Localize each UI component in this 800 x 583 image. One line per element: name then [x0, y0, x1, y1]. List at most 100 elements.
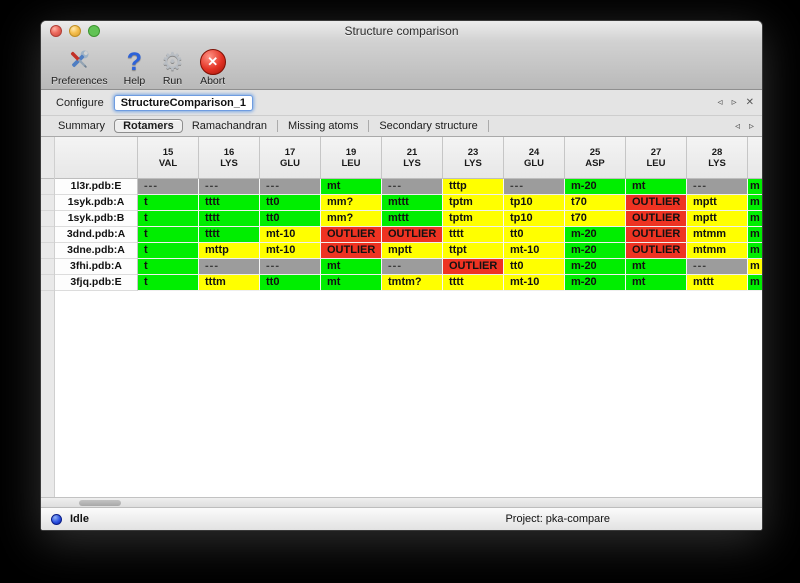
configure-prev-icon[interactable]: ◃: [717, 97, 723, 108]
rotamer-cell[interactable]: tp10: [504, 195, 565, 211]
close-window-button[interactable]: [50, 25, 62, 37]
rotamer-cell[interactable]: mt-10: [504, 275, 565, 291]
rotamer-cell[interactable]: ---: [138, 179, 199, 195]
help-button[interactable]: ? Help: [124, 48, 146, 87]
row-label[interactable]: 3fhi.pdb:A: [55, 259, 138, 275]
rotamer-cell[interactable]: tt0: [504, 227, 565, 243]
tab-rotamers[interactable]: Rotamers: [114, 119, 183, 133]
rotamer-cell-partial[interactable]: m: [748, 259, 762, 275]
tab-ramachandran[interactable]: Ramachandran: [191, 120, 268, 132]
rotamer-cell[interactable]: tttt: [199, 211, 260, 227]
rotamer-cell[interactable]: mt: [321, 179, 382, 195]
rotamer-cell[interactable]: t: [138, 243, 199, 259]
rotamer-cell[interactable]: mt: [321, 259, 382, 275]
rotamer-cell[interactable]: ---: [504, 179, 565, 195]
rotamer-cell[interactable]: t70: [565, 195, 626, 211]
rotamer-cell[interactable]: tttt: [443, 275, 504, 291]
rotamer-cell[interactable]: mtmm: [687, 243, 748, 259]
rotamer-cell[interactable]: t70: [565, 211, 626, 227]
rotamer-cell[interactable]: t: [138, 275, 199, 291]
rotamer-cell[interactable]: mt-10: [260, 227, 321, 243]
rotamer-cell[interactable]: ---: [260, 259, 321, 275]
rotamer-cell-partial[interactable]: m: [748, 211, 762, 227]
rotamer-cell[interactable]: mtmm: [687, 227, 748, 243]
row-label[interactable]: 1l3r.pdb:E: [55, 179, 138, 195]
tab-missing-atoms[interactable]: Missing atoms: [288, 120, 359, 132]
rotamer-cell[interactable]: mptt: [382, 243, 443, 259]
rotamer-cell[interactable]: ---: [382, 179, 443, 195]
rotamer-cell[interactable]: mt: [626, 259, 687, 275]
horizontal-scrollbar[interactable]: [41, 497, 762, 508]
column-header-15[interactable]: 15 VAL: [138, 137, 199, 179]
rotamer-cell[interactable]: OUTLIER: [626, 195, 687, 211]
rotamer-cell[interactable]: tt0: [260, 195, 321, 211]
rotamer-cell[interactable]: mptt: [687, 195, 748, 211]
tab-scroll-right-icon[interactable]: ▹: [748, 120, 754, 132]
rotamer-cell[interactable]: m-20: [565, 227, 626, 243]
rotamer-cell[interactable]: tt0: [260, 275, 321, 291]
rotamer-cell[interactable]: mttt: [687, 275, 748, 291]
rotamer-cell[interactable]: mm?: [321, 211, 382, 227]
row-label[interactable]: 3dnd.pdb:A: [55, 227, 138, 243]
column-header-27[interactable]: 27 LEU: [626, 137, 687, 179]
rotamer-cell[interactable]: tttt: [199, 227, 260, 243]
rotamer-cell-partial[interactable]: m: [748, 243, 762, 259]
rotamer-cell[interactable]: mt: [626, 275, 687, 291]
tab-summary[interactable]: Summary: [58, 120, 106, 132]
rotamer-cell[interactable]: m-20: [565, 259, 626, 275]
rotamer-cell-partial[interactable]: m: [748, 179, 762, 195]
rotamer-cell[interactable]: mttt: [382, 195, 443, 211]
tab-scroll-left-icon[interactable]: ◃: [734, 120, 740, 132]
column-header-17[interactable]: 17 GLU: [260, 137, 321, 179]
configure-name-input[interactable]: StructureComparison_1: [113, 94, 254, 111]
run-button[interactable]: ⚙ Run: [161, 48, 183, 87]
rotamer-cell[interactable]: OUTLIER: [382, 227, 443, 243]
rotamer-cell[interactable]: OUTLIER: [626, 211, 687, 227]
column-header-23[interactable]: 23 LYS: [443, 137, 504, 179]
rotamer-cell[interactable]: mt: [321, 275, 382, 291]
column-header-16[interactable]: 16 LYS: [199, 137, 260, 179]
rotamer-cell[interactable]: mt-10: [504, 243, 565, 259]
rotamer-cell[interactable]: tp10: [504, 211, 565, 227]
rotamer-cell[interactable]: m-20: [565, 243, 626, 259]
column-header-21[interactable]: 21 LYS: [382, 137, 443, 179]
rotamer-cell[interactable]: ---: [382, 259, 443, 275]
rotamer-cell[interactable]: t: [138, 227, 199, 243]
rotamer-cell[interactable]: tt0: [260, 211, 321, 227]
minimize-window-button[interactable]: [69, 25, 81, 37]
rotamer-cell[interactable]: tttt: [199, 195, 260, 211]
rotamer-cell[interactable]: ---: [687, 179, 748, 195]
configure-next-icon[interactable]: ▹: [731, 97, 737, 108]
rotamer-cell[interactable]: tmtm?: [382, 275, 443, 291]
rotamer-cell[interactable]: OUTLIER: [321, 243, 382, 259]
rotamer-cell[interactable]: OUTLIER: [321, 227, 382, 243]
tab-secondary-structure[interactable]: Secondary structure: [379, 120, 478, 132]
rotamer-cell[interactable]: mttt: [382, 211, 443, 227]
rotamer-cell[interactable]: m-20: [565, 275, 626, 291]
abort-button[interactable]: ✕ Abort: [199, 48, 226, 87]
row-label[interactable]: 3dne.pdb:A: [55, 243, 138, 259]
rotamer-cell[interactable]: mttp: [199, 243, 260, 259]
titlebar[interactable]: Structure comparison: [41, 21, 762, 41]
rotamer-cell[interactable]: t: [138, 211, 199, 227]
column-header-19[interactable]: 19 LEU: [321, 137, 382, 179]
rotamer-cell[interactable]: ---: [260, 179, 321, 195]
rotamer-cell-partial[interactable]: m: [748, 195, 762, 211]
column-header-24[interactable]: 24 GLU: [504, 137, 565, 179]
rotamer-cell[interactable]: tttt: [443, 227, 504, 243]
rotamer-cell[interactable]: mm?: [321, 195, 382, 211]
rotamer-cell[interactable]: ---: [199, 179, 260, 195]
rotamer-cell[interactable]: ---: [199, 259, 260, 275]
rotamer-cell[interactable]: t: [138, 259, 199, 275]
rotamer-cell[interactable]: mptt: [687, 211, 748, 227]
rotamer-cell[interactable]: OUTLIER: [626, 243, 687, 259]
rotamer-cell[interactable]: OUTLIER: [443, 259, 504, 275]
scrollbar-thumb[interactable]: [79, 500, 121, 506]
rotamer-cell[interactable]: mt: [626, 179, 687, 195]
rotamer-cell[interactable]: tptm: [443, 211, 504, 227]
rotamer-cell[interactable]: ttpt: [443, 243, 504, 259]
row-label[interactable]: 1syk.pdb:B: [55, 211, 138, 227]
configure-close-icon[interactable]: ✕: [745, 97, 754, 108]
column-header-25[interactable]: 25 ASP: [565, 137, 626, 179]
rotamer-cell[interactable]: ---: [687, 259, 748, 275]
